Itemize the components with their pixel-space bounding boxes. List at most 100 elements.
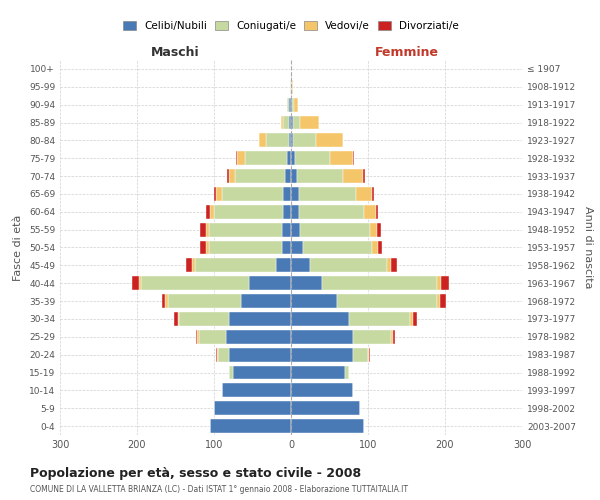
Bar — [364, 205, 376, 219]
Bar — [214, 205, 283, 219]
Text: COMUNE DI LA VALLETTA BRIANZA (LC) - Dati ISTAT 1° gennaio 2008 - Elaborazione T: COMUNE DI LA VALLETTA BRIANZA (LC) - Dat… — [30, 485, 408, 494]
Bar — [291, 366, 345, 380]
Bar — [226, 330, 291, 344]
Bar — [178, 312, 179, 326]
Bar — [209, 240, 282, 254]
Bar — [291, 419, 364, 433]
Bar — [291, 258, 310, 272]
Bar — [292, 98, 294, 112]
Bar — [353, 330, 391, 344]
Bar — [195, 258, 275, 272]
Bar — [283, 116, 289, 130]
Bar — [316, 134, 343, 147]
Bar — [186, 258, 193, 272]
Bar — [287, 151, 291, 165]
Bar — [199, 330, 226, 344]
Bar — [291, 294, 337, 308]
Bar — [292, 80, 293, 94]
Bar — [293, 134, 316, 147]
Bar — [236, 151, 237, 165]
Bar — [372, 240, 378, 254]
Bar — [291, 276, 322, 290]
Bar — [206, 222, 209, 236]
Bar — [229, 366, 233, 380]
Bar — [343, 169, 362, 183]
Bar — [369, 348, 370, 362]
Bar — [248, 276, 291, 290]
Bar — [440, 294, 446, 308]
Bar — [410, 312, 413, 326]
Bar — [141, 276, 248, 290]
Bar — [227, 169, 229, 183]
Bar — [370, 222, 377, 236]
Bar — [368, 348, 369, 362]
Bar — [392, 330, 395, 344]
Bar — [391, 330, 392, 344]
Bar — [139, 276, 141, 290]
Bar — [356, 187, 372, 201]
Bar — [291, 205, 299, 219]
Bar — [291, 151, 295, 165]
Bar — [281, 116, 283, 130]
Bar — [300, 116, 319, 130]
Bar — [329, 151, 353, 165]
Bar — [197, 330, 199, 344]
Bar — [302, 240, 372, 254]
Bar — [214, 187, 215, 201]
Bar — [291, 330, 353, 344]
Bar — [372, 187, 374, 201]
Bar — [310, 258, 387, 272]
Bar — [241, 294, 291, 308]
Bar — [214, 401, 291, 415]
Bar — [413, 312, 416, 326]
Bar — [200, 222, 206, 236]
Bar — [206, 205, 210, 219]
Bar — [353, 151, 354, 165]
Bar — [291, 312, 349, 326]
Bar — [291, 80, 292, 94]
Legend: Celibi/Nubili, Coniugati/e, Vedovi/e, Divorziati/e: Celibi/Nubili, Coniugati/e, Vedovi/e, Di… — [119, 16, 463, 35]
Bar — [291, 222, 300, 236]
Bar — [193, 258, 195, 272]
Bar — [285, 169, 291, 183]
Bar — [289, 98, 291, 112]
Bar — [215, 187, 222, 201]
Bar — [295, 151, 329, 165]
Bar — [378, 240, 382, 254]
Bar — [362, 169, 365, 183]
Bar — [209, 222, 282, 236]
Bar — [235, 169, 285, 183]
Bar — [387, 258, 391, 272]
Bar — [437, 294, 440, 308]
Bar — [293, 116, 300, 130]
Bar — [233, 366, 291, 380]
Bar — [289, 134, 291, 147]
Bar — [345, 366, 349, 380]
Bar — [291, 384, 353, 398]
Bar — [229, 348, 291, 362]
Bar — [200, 240, 206, 254]
Bar — [299, 205, 364, 219]
Bar — [206, 240, 209, 254]
Bar — [441, 276, 449, 290]
Bar — [300, 222, 370, 236]
Bar — [179, 312, 229, 326]
Bar — [283, 205, 291, 219]
Bar — [291, 348, 353, 362]
Y-axis label: Fasce di età: Fasce di età — [13, 214, 23, 280]
Bar — [353, 348, 368, 362]
Bar — [289, 116, 291, 130]
Bar — [174, 312, 178, 326]
Bar — [337, 294, 437, 308]
Text: Maschi: Maschi — [151, 46, 200, 59]
Bar — [299, 187, 356, 201]
Bar — [222, 384, 291, 398]
Bar — [237, 151, 245, 165]
Bar — [168, 294, 241, 308]
Bar — [377, 222, 381, 236]
Bar — [210, 419, 291, 433]
Bar — [290, 80, 291, 94]
Bar — [349, 312, 410, 326]
Bar — [161, 294, 166, 308]
Text: Femmine: Femmine — [374, 46, 439, 59]
